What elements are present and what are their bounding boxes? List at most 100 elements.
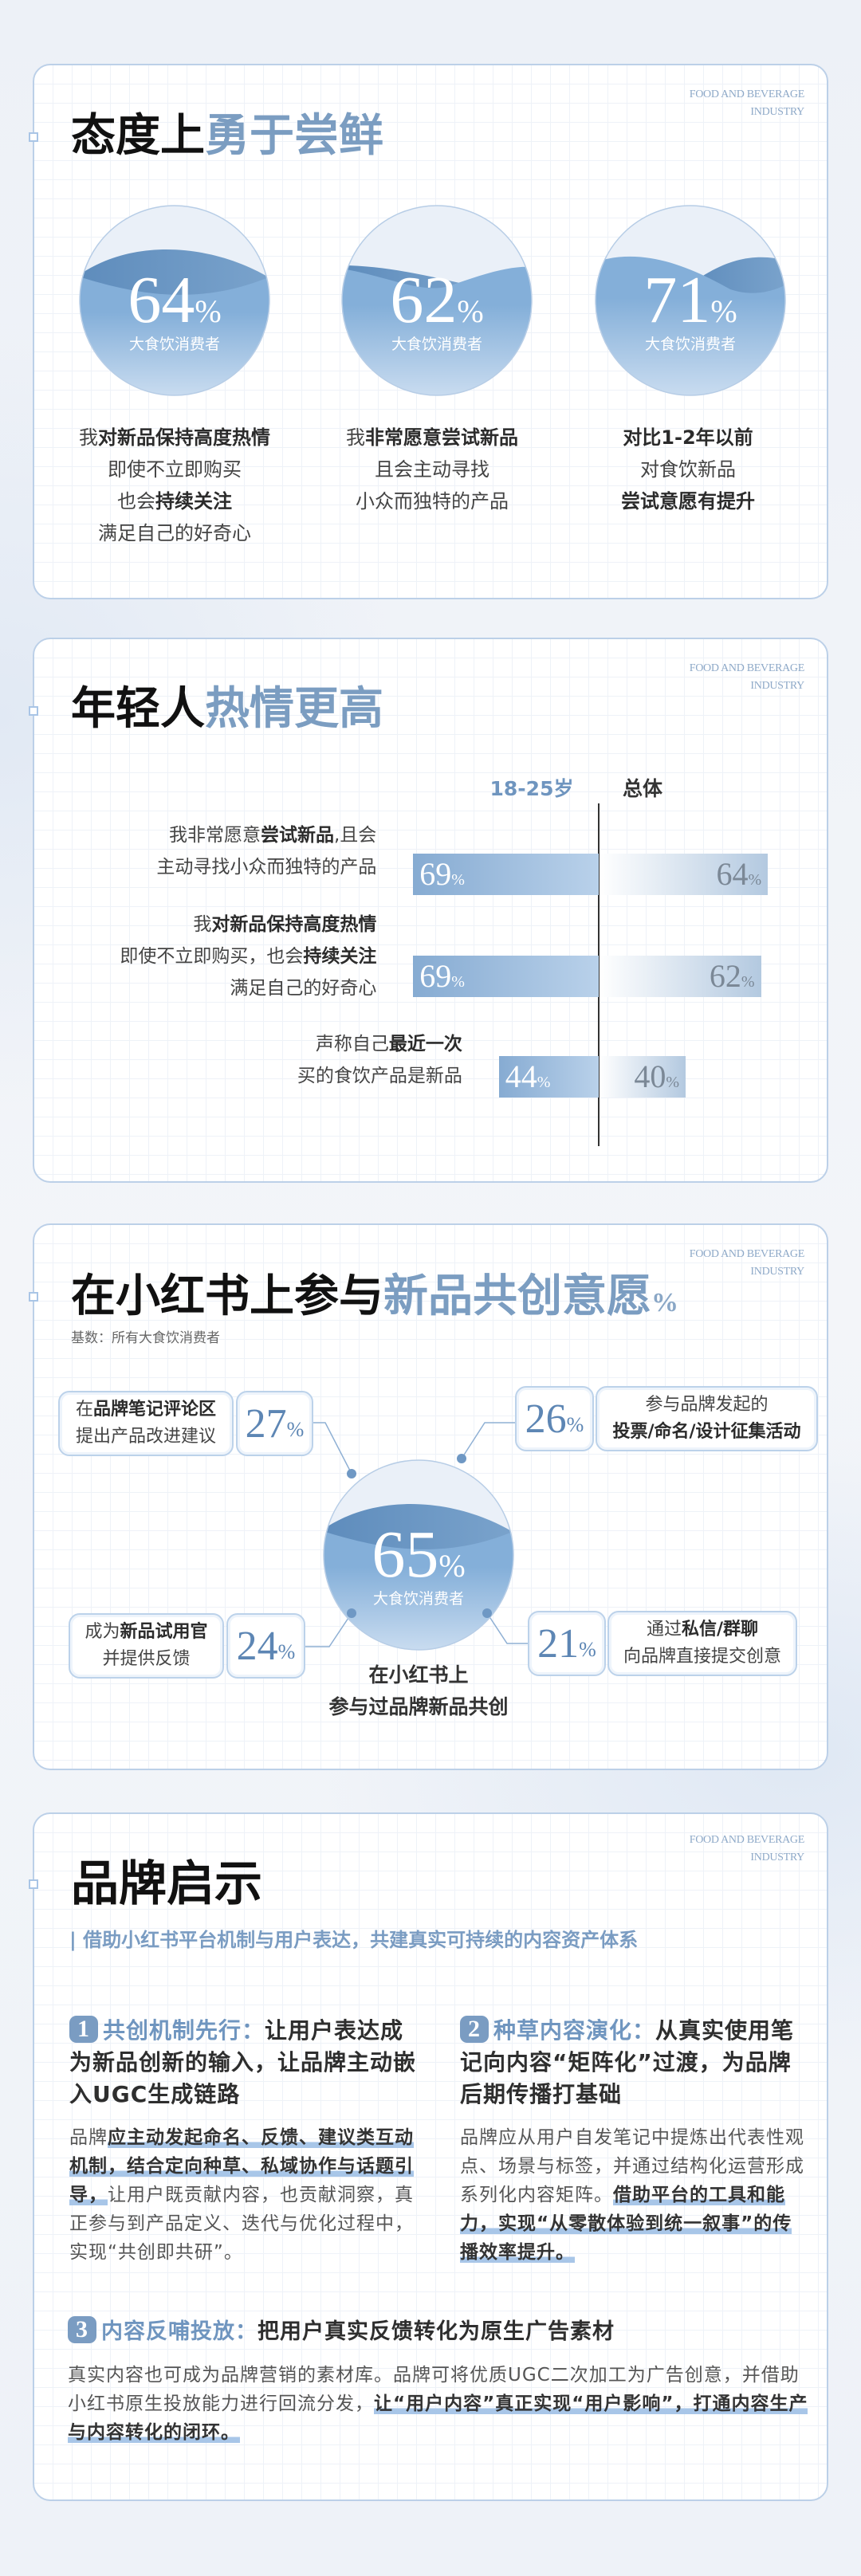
stat-unit: % — [438, 1548, 466, 1584]
brand-tag-line2: INDUSTRY — [750, 1852, 804, 1863]
bold-text: 新品试用官 — [120, 1622, 208, 1642]
item-value-box: 24% — [226, 1613, 305, 1679]
connector-line — [305, 1612, 352, 1647]
brand-tag-line2: INDUSTRY — [750, 680, 804, 692]
bar-value-label: 62% — [710, 958, 755, 994]
bold-text: 品牌笔记评论区 — [93, 1400, 217, 1420]
water-drop-icon — [323, 1459, 514, 1651]
bar-value-label: 44% — [499, 1058, 551, 1094]
item-value: 24 — [236, 1623, 278, 1669]
center-label-line2: 参与过品牌新品共创 — [328, 1695, 509, 1718]
bold-text: 私信/群聊 — [681, 1620, 759, 1639]
center-axis-line — [598, 803, 600, 1146]
stat-description: 我对新品保持高度热情即使不立即购买也会持续关注满足自己的好奇心 — [47, 422, 302, 549]
text-line: 声称自己最近一次 — [297, 1028, 462, 1060]
stat-number: 65 — [372, 1518, 439, 1592]
point-heading: 2 种草内容演化：从真实使用笔记向内容“矩阵化”过渡，为品牌后期传播打基础 — [460, 2015, 811, 2111]
text-line: 对比1-2年以前 — [560, 422, 816, 454]
item-text-box: 在品牌笔记评论区提出产品改进建议 — [58, 1391, 234, 1456]
brand-tag-line1: FOOD AND BEVERAGE — [689, 1248, 805, 1260]
value-number: 69 — [419, 856, 452, 892]
text-line: 成为新品试用官 — [85, 1619, 207, 1646]
text-segment: 在 — [75, 1400, 93, 1420]
text-segment: 向品牌直接提交创意 — [623, 1647, 781, 1667]
text-segment: 我非常愿意 — [169, 825, 261, 846]
point-body: 品牌应主动发起命名、反馈、建议类互动机制，结合定向种草、私域协作与话题引导，让用… — [69, 2123, 414, 2267]
item-text-box: 参与品牌发起的 投票/命名/设计征集活动 — [596, 1386, 818, 1451]
text-segment: 我 — [79, 426, 98, 449]
center-label: 在小红书上 参与过品牌新品共创 — [299, 1659, 538, 1723]
brand-tag: FOOD AND BEVERAGE INDUSTRY — [690, 86, 805, 121]
value-number: 62 — [709, 958, 741, 994]
item-unit: % — [579, 1638, 596, 1661]
item-unit: % — [566, 1413, 584, 1436]
item-value: 27 — [245, 1400, 287, 1447]
text-line: 投票/命名/设计征集活动 — [612, 1419, 800, 1446]
bar-value-label: 40% — [634, 1058, 679, 1094]
section-marker-icon — [29, 1292, 38, 1302]
point-heading: 1 共创机制先行：让用户表达成为新品创新的输入，让品牌主动嵌入UGC生成链路 — [69, 2015, 420, 2111]
bar-value-label: 64% — [717, 856, 762, 892]
card-cocreation: FOOD AND BEVERAGE INDUSTRY 在小红书上参与新品共创意愿%… — [29, 1223, 828, 1770]
text-segment: 并提供反馈 — [102, 1649, 191, 1669]
text-line: 我对新品保持高度热情 — [120, 909, 376, 940]
category-label: 我非常愿意尝试新品,且会 主动寻找小众而独特的产品 — [156, 819, 376, 883]
text-segment: 品牌应从用户自发笔记中提炼出代表性观点、场景与标签，并通过结构化运营形成系列化内… — [460, 2127, 804, 2205]
text-line: 且会主动寻找 — [305, 454, 560, 485]
text-line: 尝试意愿有提升 — [560, 485, 816, 517]
text-segment: 即使不立即购买，也会 — [120, 946, 304, 967]
text-segment: 让用户既贡献内容，也贡献洞察，真正参与到产品定义、迭代与优化过程中，实现“共创即… — [69, 2185, 414, 2263]
title-dark: 在小红书上参与 — [71, 1272, 383, 1321]
value-number: 44 — [505, 1058, 537, 1094]
title-accent: 热情更高 — [205, 685, 383, 734]
text-segment: 提出产品改进建议 — [75, 1427, 216, 1447]
value-number: 40 — [634, 1058, 666, 1094]
text-segment: 即使不立即购买 — [108, 458, 242, 481]
number-badge: 1 — [69, 2016, 98, 2043]
title-unit: % — [651, 1288, 678, 1317]
text-line: 即使不立即购买 — [47, 454, 302, 485]
text-segment: 真实内容也可成为品牌营销的素材库。品牌可将优质UGC二次加工为广告创意，并借助小… — [68, 2365, 800, 2414]
brand-tag: FOOD AND BEVERAGE INDUSTRY — [690, 1832, 805, 1867]
text-line: 我对新品保持高度热情 — [47, 422, 302, 454]
bold-text: 对比1-2年以前 — [623, 426, 753, 449]
number-badge: 2 — [460, 2016, 489, 2043]
point-heading-text: 把用户真实反馈转化为原生广告素材 — [258, 2319, 615, 2344]
item-value-box: 21% — [528, 1611, 606, 1676]
text-line: 也会持续关注 — [47, 485, 302, 517]
stat-caption: 大食饮消费者 — [372, 1591, 464, 1608]
section-title: 年轻人热情更高 — [71, 684, 383, 735]
bold-text: 非常愿意尝试新品 — [365, 426, 518, 449]
brand-tag-line2: INDUSTRY — [750, 1266, 804, 1278]
text-segment: ,且会 — [334, 825, 377, 846]
connector-dot — [482, 1608, 492, 1618]
point-heading-text: 从真实使用笔记向内容“矩阵化”过渡，为品牌后期传播打基础 — [460, 2017, 795, 2107]
connector-dot — [347, 1469, 356, 1478]
water-drop-icon — [341, 205, 533, 396]
bar-young: 69% — [413, 956, 599, 997]
water-drop-icon — [595, 205, 786, 396]
stat-value: 62% 大食饮消费者 — [341, 267, 533, 355]
text-line: 满足自己的好奇心 — [120, 972, 376, 1004]
center-stat: 65% 大食饮消费者 — [323, 1522, 514, 1609]
bold-text: 对新品保持高度热情 — [98, 426, 270, 449]
value-unit: % — [537, 1074, 551, 1091]
bold-text: 持续关注 — [303, 946, 377, 967]
stat-description: 对比1-2年以前 对食饮新品 尝试意愿有提升 — [560, 422, 816, 517]
text-segment: 也会 — [117, 490, 155, 512]
bold-text: 最近一次 — [388, 1034, 462, 1054]
connector-line — [313, 1422, 352, 1475]
bar-value-label: 69% — [413, 958, 465, 994]
bold-text: 尝试意愿有提升 — [621, 490, 755, 512]
text-segment: 小众而独特的产品 — [356, 490, 509, 512]
value-unit: % — [748, 871, 762, 889]
text-segment: 满足自己的好奇心 — [98, 522, 251, 544]
text-segment: 主动寻找小众而独特的产品 — [156, 857, 377, 878]
center-label-line1: 在小红书上 — [368, 1663, 469, 1687]
base-note: 基数：所有大食饮消费者 — [71, 1330, 220, 1346]
connector-dots — [347, 1454, 492, 1618]
card-brand-insights: FOOD AND BEVERAGE INDUSTRY 品牌启示 | 借助小红书平台… — [29, 1812, 828, 2501]
text-line: 并提供反馈 — [102, 1646, 190, 1673]
value-number: 64 — [716, 856, 749, 892]
stat-unit: % — [195, 293, 222, 329]
